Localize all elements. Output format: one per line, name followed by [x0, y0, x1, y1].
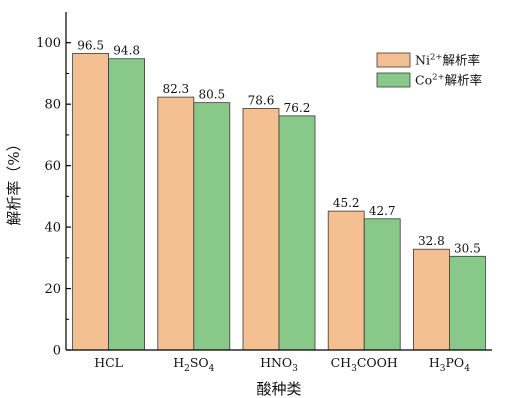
text-part: 解析率	[445, 73, 483, 88]
data-label: 30.5	[454, 241, 481, 255]
bar	[108, 58, 145, 351]
superscript: 2+	[430, 53, 443, 63]
y-tick-label: 60	[44, 159, 61, 174]
x-tick-label: HCL	[94, 355, 123, 370]
x-tick-label: CH3​COOH	[331, 355, 398, 374]
y-tick-label: 100	[36, 36, 61, 51]
x-axis: HCL H2​SO4​ HNO3​ CH3​COOH H3​PO4​	[66, 349, 492, 374]
text-part: SO	[190, 355, 209, 370]
bars: 96.5 94.8 82.3 80.5 78.6 76.2 45.2 42.7 32.8 30.5	[72, 38, 486, 351]
y-axis-title: 解析率（%）	[5, 136, 23, 225]
data-label: 80.5	[198, 88, 225, 102]
subscript: 2	[184, 364, 190, 374]
bar	[157, 96, 195, 351]
text-part: HCL	[94, 355, 123, 370]
x-tick-label: HNO3​	[260, 355, 298, 374]
data-label: 82.3	[162, 82, 189, 96]
data-label: 78.6	[248, 93, 275, 107]
bar	[327, 210, 365, 351]
data-label: 94.8	[113, 44, 140, 58]
subscript: 3	[351, 364, 357, 374]
subscript: 3	[440, 364, 446, 374]
data-label: 42.7	[369, 204, 396, 218]
text-part: H	[429, 355, 440, 370]
text-part: PO	[446, 355, 465, 370]
data-label: 32.8	[418, 234, 445, 248]
x-tick-label: H3​PO4​	[429, 355, 470, 374]
text-part: CH	[331, 355, 352, 370]
text-part: Co	[415, 73, 432, 88]
legend-swatch	[376, 52, 411, 68]
subscript: 4	[464, 364, 470, 374]
bar	[242, 108, 280, 351]
text-part: H	[173, 355, 184, 370]
bar	[448, 255, 486, 351]
data-label: 45.2	[333, 196, 360, 210]
text-part: HNO	[260, 355, 292, 370]
subscript: 4	[209, 364, 215, 374]
superscript: 2+	[432, 73, 445, 83]
text-part: Ni	[415, 53, 430, 68]
y-axis: 0 20 40 60 80 100	[36, 12, 71, 359]
bar	[412, 248, 450, 351]
x-tick-label: H2​SO4​	[173, 355, 214, 374]
text-part: 解析率	[442, 53, 480, 68]
data-label: 96.5	[77, 38, 104, 52]
bar	[363, 218, 401, 351]
subscript: 3	[292, 364, 298, 374]
legend-label: Ni2+​解析率	[415, 53, 480, 68]
bar	[193, 102, 231, 351]
data-label: 76.2	[284, 101, 311, 115]
text-part: COOH	[357, 355, 398, 370]
x-axis-title: 酸种类	[256, 380, 301, 398]
legend: Ni2+​解析率 Co2+​解析率	[376, 52, 482, 88]
legend-swatch	[376, 72, 411, 88]
bar	[278, 115, 316, 351]
legend-label: Co2+​解析率	[415, 73, 482, 88]
y-tick-label: 80	[44, 98, 61, 113]
y-tick-label: 0	[53, 344, 61, 359]
y-tick-label: 40	[44, 221, 61, 236]
y-tick-label: 20	[44, 282, 61, 297]
bar	[72, 53, 109, 351]
